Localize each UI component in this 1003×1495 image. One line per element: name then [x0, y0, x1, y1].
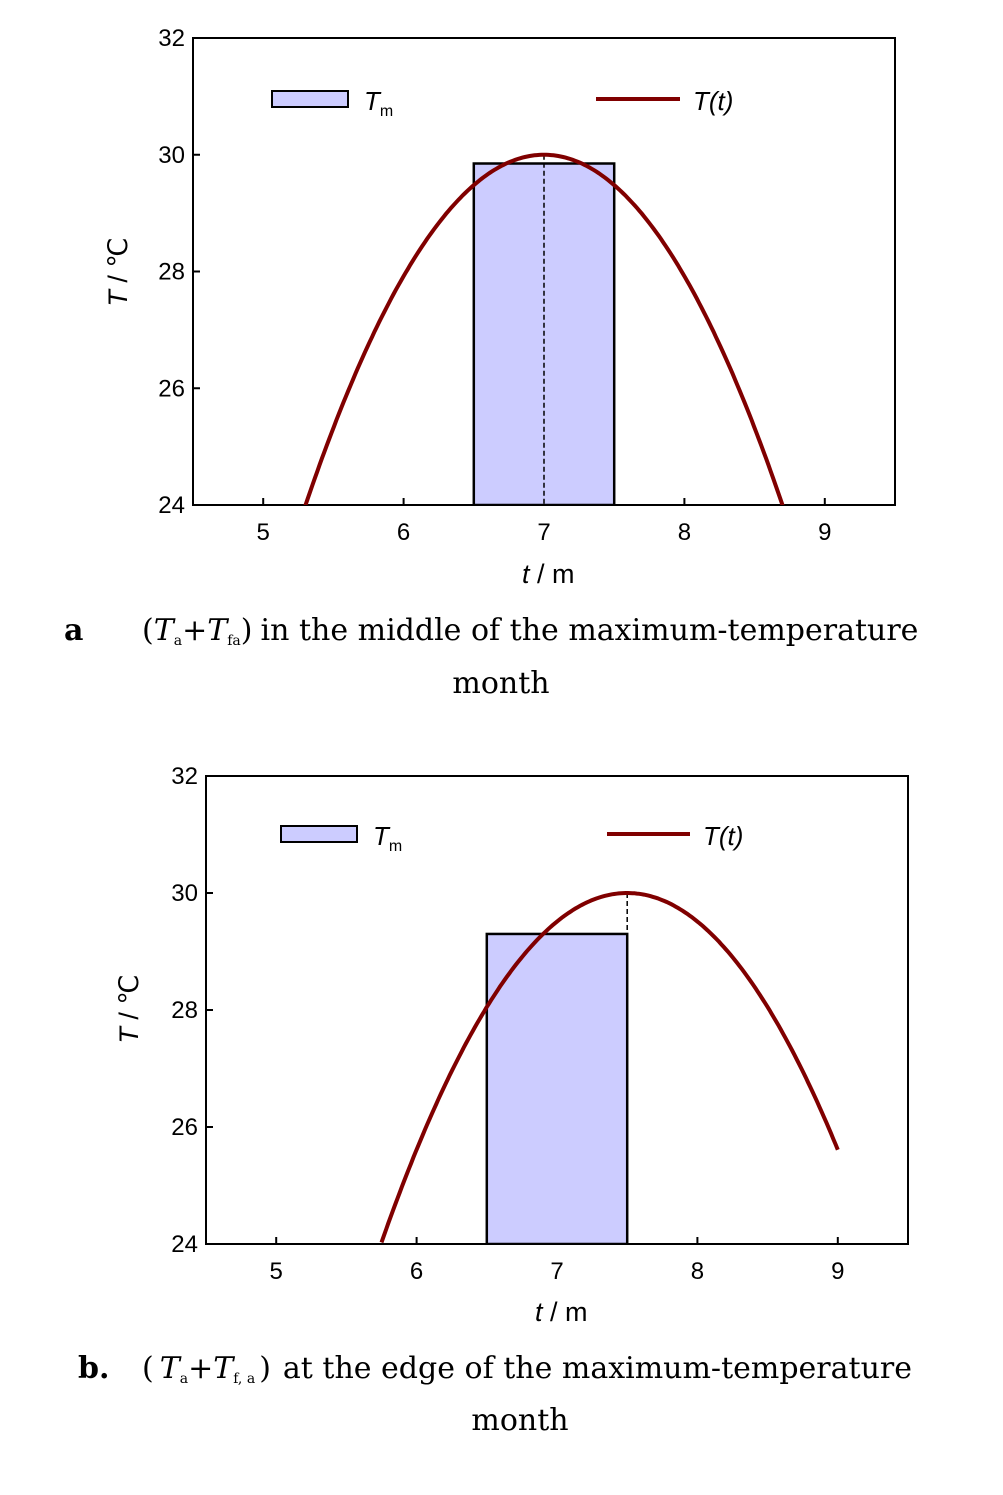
- y-tick-label: 26: [158, 375, 185, 402]
- y-tick-label: 24: [158, 492, 185, 519]
- panel-label-b: b.: [78, 1351, 109, 1386]
- panel-label-a: a: [64, 613, 83, 648]
- y-tick-label: 24: [171, 1231, 198, 1258]
- series-line-T-t: [379, 891, 840, 1244]
- y-tick-label: 30: [171, 880, 198, 907]
- legend-label-Tm: Tm: [373, 821, 402, 855]
- x-tick-label: 6: [410, 1258, 423, 1285]
- caption-b-line2: month: [471, 1403, 568, 1438]
- x-tick-label: 9: [831, 1258, 844, 1285]
- legend-label-Tt: T(t): [703, 821, 743, 851]
- y-tick-label: 28: [171, 997, 198, 1024]
- x-axis-label: t / m: [535, 1297, 588, 1327]
- x-tick-label: 8: [678, 519, 691, 546]
- y-axis-label: T / ℃: [103, 237, 133, 306]
- x-tick-label: 9: [818, 519, 831, 546]
- y-tick-label: 26: [171, 1114, 198, 1141]
- x-tick-label: 5: [270, 1258, 283, 1285]
- legend-swatch-bar: [280, 825, 358, 843]
- legend-label-Tm: Tm: [364, 86, 393, 120]
- caption-b-line1: (Ta+Tf, a) at the edge of the maximum-tem…: [142, 1351, 912, 1387]
- x-axis-ticks: 5 6 7 8 9: [257, 498, 831, 546]
- y-tick-label: 32: [158, 25, 185, 52]
- caption-a-line1: (Ta+Tfa) in the middle of the maximum-tem…: [142, 613, 918, 649]
- legend-swatch-bar: [271, 90, 349, 108]
- y-tick-label: 28: [158, 259, 185, 286]
- legend-label-Tt: T(t): [693, 86, 733, 116]
- x-tick-label: 5: [257, 519, 270, 546]
- caption-a-line2: month: [452, 666, 549, 701]
- y-axis-ticks: 24 26 28 30 32: [171, 763, 213, 1258]
- x-axis-label: t / m: [522, 559, 575, 589]
- chart-panel-a: 24 26 28 30 32 5 6 7 8 9 Tm T(t) t / m T / ℃ a (…: [64, 25, 918, 701]
- legend: Tm T(t): [280, 821, 743, 855]
- bar-Tm: [485, 932, 629, 1244]
- y-tick-label: 32: [171, 763, 198, 790]
- x-tick-label: 7: [550, 1258, 563, 1285]
- x-tick-label: 8: [691, 1258, 704, 1285]
- y-axis-label: T / ℃: [114, 974, 144, 1043]
- series-line-T-t: [303, 152, 785, 505]
- y-tick-label: 30: [158, 142, 185, 169]
- x-tick-label: 7: [537, 519, 550, 546]
- legend: Tm T(t): [271, 86, 733, 120]
- y-axis-ticks: 24 26 28 30 32: [158, 25, 200, 519]
- x-tick-label: 6: [397, 519, 410, 546]
- x-axis-ticks: 5 6 7 8 9: [270, 1237, 844, 1285]
